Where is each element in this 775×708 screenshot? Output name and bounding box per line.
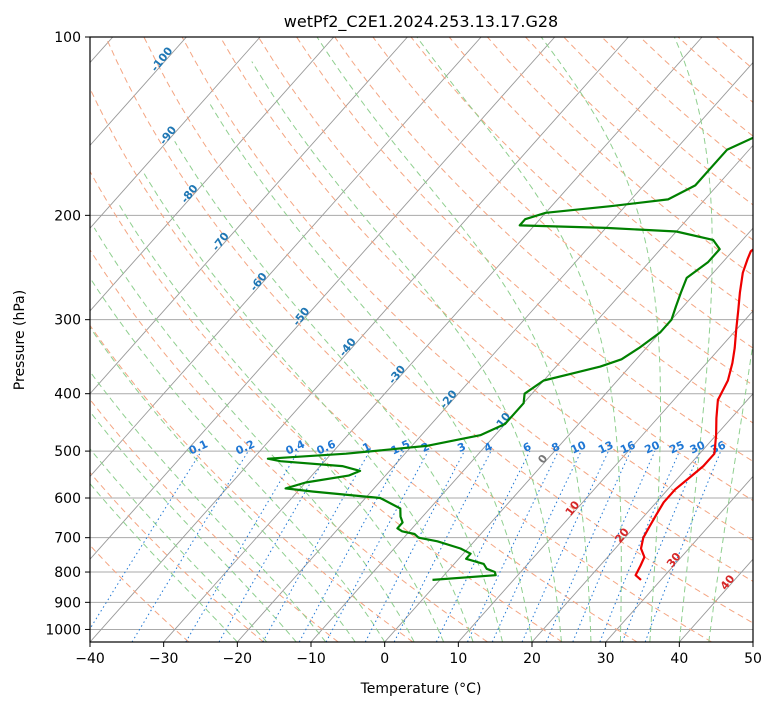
axis-ticks: −40 −30 −20 −10 0 10 20 30 40 50 100 200 300 400 500 60… [45,30,762,667]
dewpoint-profile [266,136,753,581]
background-lines [90,37,753,642]
isotherm-line [90,37,482,478]
mixing-ratio-line [298,450,404,642]
isotherm-line [310,144,753,642]
dry-adiabat [448,37,753,313]
moist-adiabat [90,410,297,642]
mixing-ratio-line [491,450,582,642]
x-tick-label: 10 [449,651,467,667]
mixing-ratio-line [131,450,249,642]
moist-adiabat [90,370,327,642]
x-tick-label: 0 [380,651,389,667]
isotherm-line [163,37,703,642]
mixing-ratio-line [218,450,330,642]
y-tick-label: 700 [54,531,81,547]
mixing-ratio-line [435,450,531,642]
dry-adiabat [90,544,190,642]
moist-adiabat [209,104,533,642]
mixing-ratio-label: 20 [643,438,663,456]
mixing-ratio-label: 16 [618,438,638,456]
mixing-ratio-line [644,450,722,642]
x-tick-label: −10 [296,651,326,667]
moist-adiabat [673,37,713,642]
isotherm-line [531,393,753,642]
moist-adiabat [90,482,238,642]
isotherm-line [90,37,187,147]
isotherm-line [90,37,408,395]
dry-adiabat [90,170,563,642]
moist-adiabat [117,201,445,642]
dry-adiabat [90,324,414,642]
mixing-ratio-label: 25 [667,438,686,456]
isotherm-line [90,37,556,560]
moist-adiabat [93,227,415,642]
moist-adiabat [251,61,562,642]
mixing-ratio-line [467,450,559,642]
dry-adiabat [372,37,753,386]
moist-adiabat [90,276,386,642]
mixing-ratio-label: 13 [596,438,615,456]
mixing-ratio-line [325,450,429,642]
isotherm-line [236,61,753,642]
y-tick-label: 800 [54,565,81,581]
mixing-ratio-label: 10 [569,438,589,456]
x-tick-label: −30 [149,651,179,667]
x-tick-label: 40 [670,651,688,667]
dry-adiabat [90,471,264,642]
moist-adiabat [708,340,753,642]
dry-adiabat [90,398,339,642]
isotherm-line [90,37,261,229]
y-tick-label: 600 [54,491,81,507]
y-tick-label: 500 [54,444,81,460]
mixing-ratio-label: 30 [688,438,708,456]
y-tick-label: 200 [54,208,81,224]
dry-adiabat [296,37,753,462]
moist-adiabat [174,141,503,642]
moist-adiabat [143,173,474,642]
dry-adiabat [334,37,753,424]
y-tick-label: 300 [54,313,81,329]
x-tick-label: −40 [75,651,105,667]
dry-adiabat [90,87,638,642]
y-tick-label: 400 [54,387,81,403]
isotherm-line [90,37,629,642]
x-tick-label: 50 [744,651,762,667]
sounding-profiles [266,136,753,581]
moist-adiabat [316,37,592,642]
isotherm-line [90,37,335,312]
moist-adiabat [416,37,622,642]
x-tick-label: 30 [597,651,615,667]
x-axis-label: Temperature (°C) [360,681,482,697]
mixing-ratio-line [90,450,202,630]
temperature-profile [634,248,753,581]
mixing-ratio-line [185,450,299,642]
y-tick-label: 1000 [45,622,81,638]
y-tick-label: 100 [54,30,81,46]
isotherm-line [605,475,753,642]
dry-adiabat [410,37,753,349]
dry-adiabat [143,37,753,624]
y-tick-label: 900 [54,595,81,611]
isotherm-line [384,227,753,642]
moist-adiabat [540,37,661,642]
chart-title: wetPf2_C2E1.2024.253.13.17.G28 [284,12,558,32]
moist-adiabat [90,326,356,642]
plot-frame [89,36,754,643]
dry-adiabat [105,37,712,642]
y-axis-label: Pressure (hPa) [12,290,28,390]
x-tick-label: 20 [523,651,541,667]
x-tick-label: −20 [223,651,253,667]
